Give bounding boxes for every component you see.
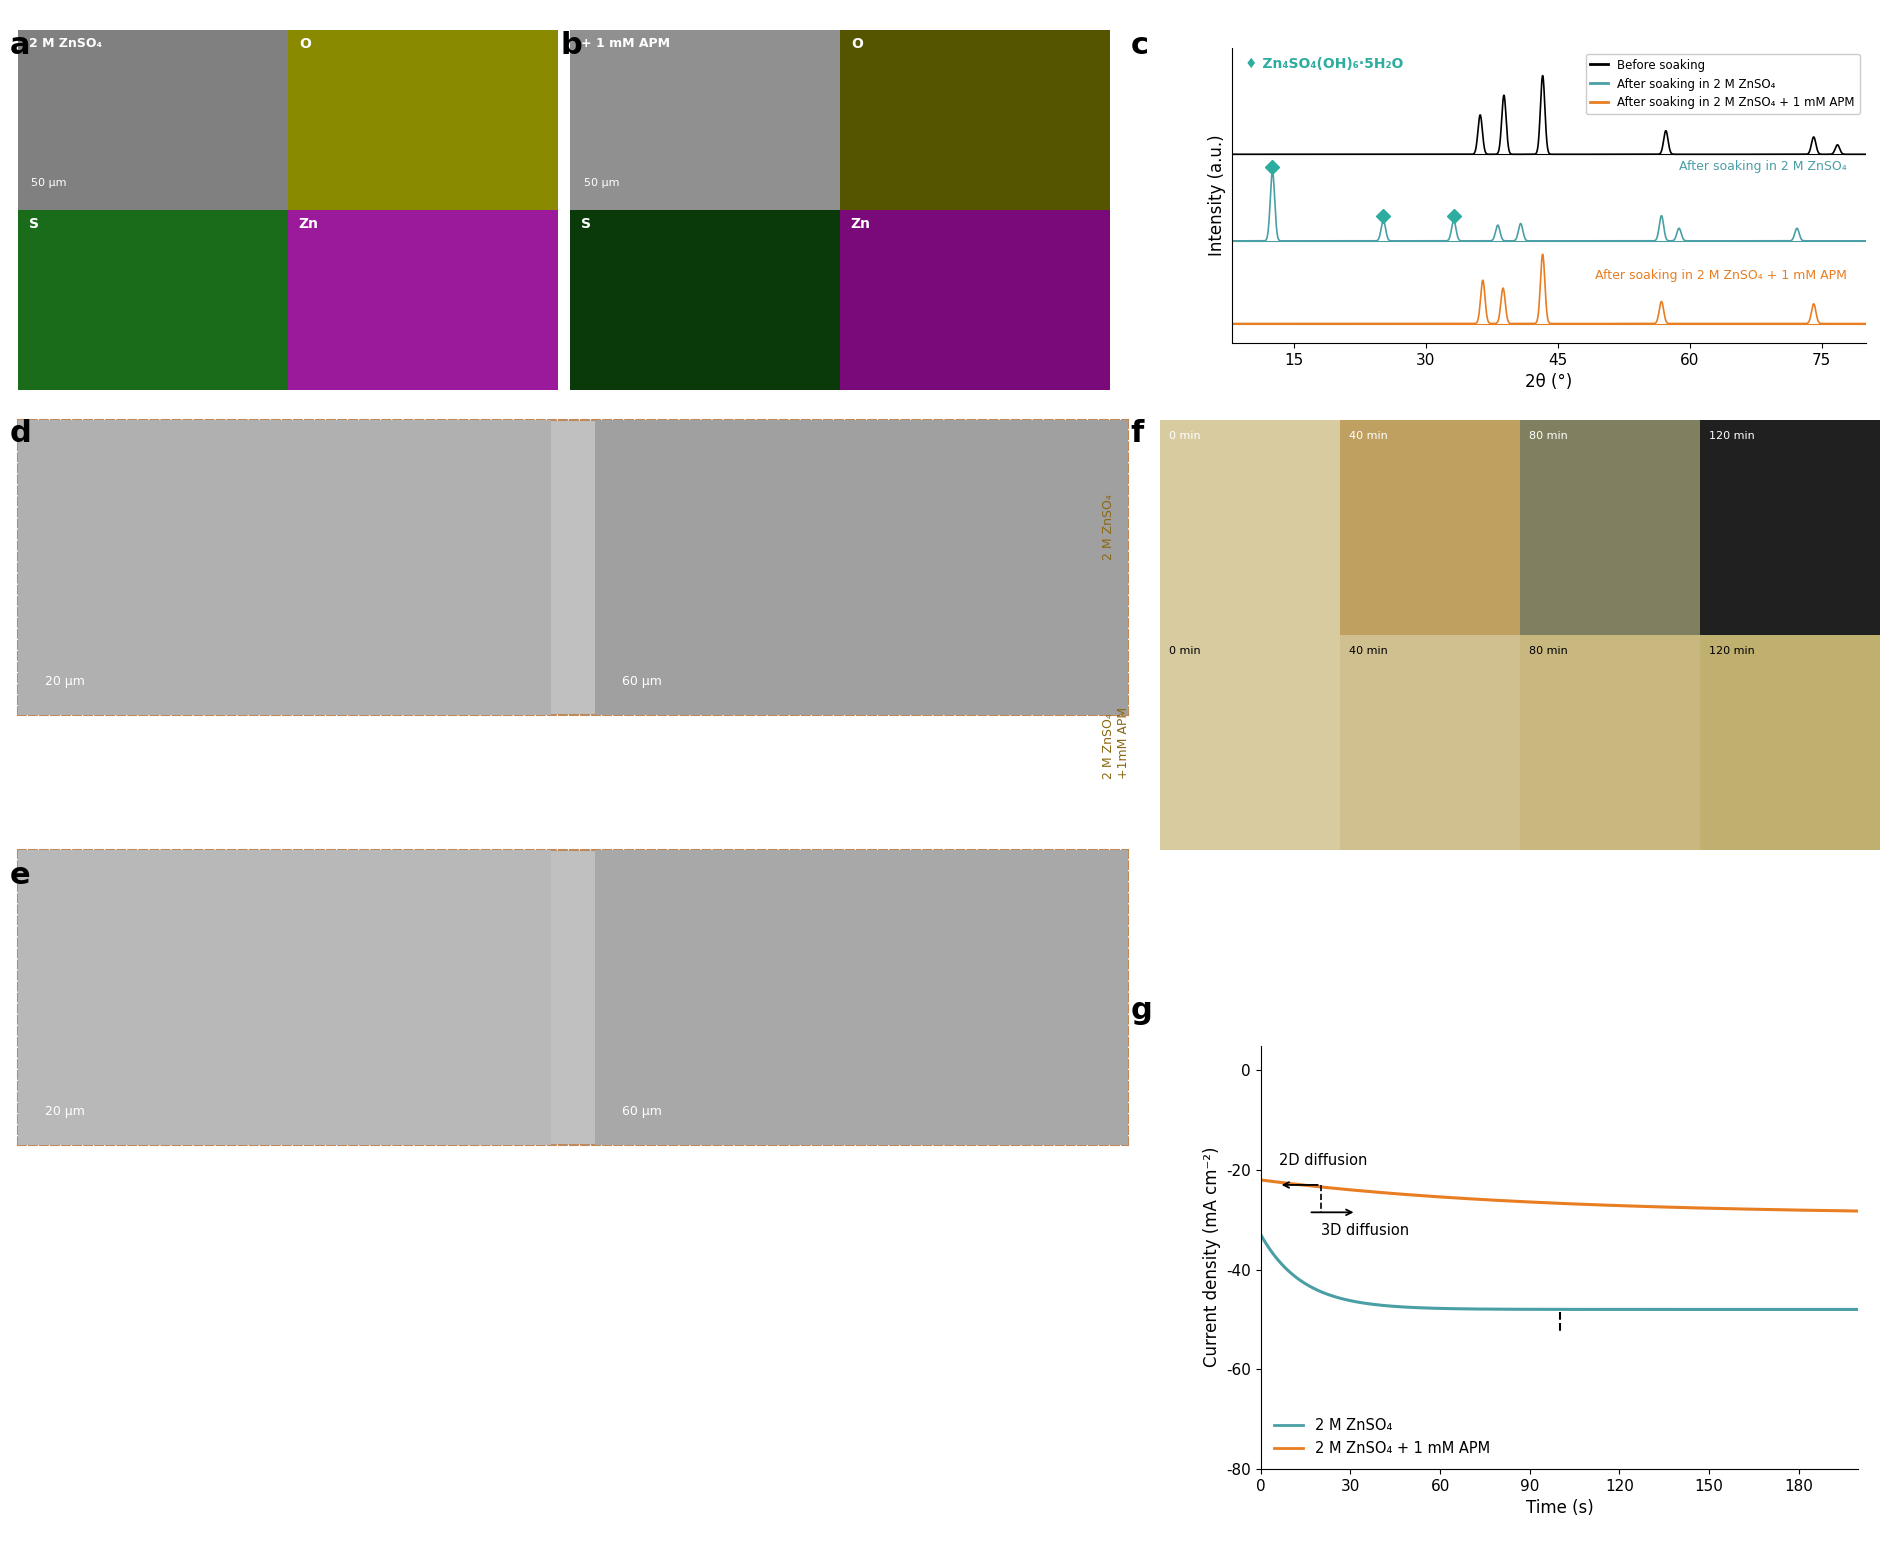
Text: After soaking in 2 M ZnSO₄ + 1 mM APM: After soaking in 2 M ZnSO₄ + 1 mM APM — [1594, 270, 1847, 282]
Text: After soaking in 2 M ZnSO₄: After soaking in 2 M ZnSO₄ — [1680, 160, 1847, 174]
Y-axis label: Current density (mA cm⁻²): Current density (mA cm⁻²) — [1203, 1147, 1220, 1367]
Text: d: d — [10, 419, 30, 449]
X-axis label: 2θ (°): 2θ (°) — [1526, 374, 1573, 391]
Text: ♦ Zn₄SO₄(OH)₆·5H₂O: ♦ Zn₄SO₄(OH)₆·5H₂O — [1244, 57, 1402, 71]
Text: e: e — [10, 861, 30, 891]
Text: 2D diffusion: 2D diffusion — [1279, 1153, 1368, 1169]
Text: Before soaking: Before soaking — [1754, 57, 1847, 70]
Text: 2 M ZnSO₄: 2 M ZnSO₄ — [1102, 495, 1115, 560]
Text: 2 M ZnSO₄: 2 M ZnSO₄ — [40, 431, 129, 447]
Legend: 2 M ZnSO₄, 2 M ZnSO₄ + 1 mM APM: 2 M ZnSO₄, 2 M ZnSO₄ + 1 mM APM — [1267, 1412, 1495, 1462]
Text: + 1 mM APM: + 1 mM APM — [40, 861, 148, 877]
Text: g: g — [1130, 996, 1151, 1026]
Text: a: a — [10, 31, 30, 61]
Y-axis label: Intensity (a.u.): Intensity (a.u.) — [1208, 135, 1226, 256]
Text: 2 M ZnSO₄
+1mM APM: 2 M ZnSO₄ +1mM APM — [1102, 706, 1130, 779]
Text: f: f — [1130, 419, 1144, 449]
X-axis label: Time (s): Time (s) — [1526, 1499, 1594, 1516]
Text: 3D diffusion: 3D diffusion — [1320, 1223, 1408, 1238]
Text: b: b — [560, 31, 581, 61]
Text: c: c — [1130, 31, 1148, 61]
Legend: Before soaking, After soaking in 2 M ZnSO₄, After soaking in 2 M ZnSO₄ + 1 mM AP: Before soaking, After soaking in 2 M ZnS… — [1586, 54, 1860, 115]
